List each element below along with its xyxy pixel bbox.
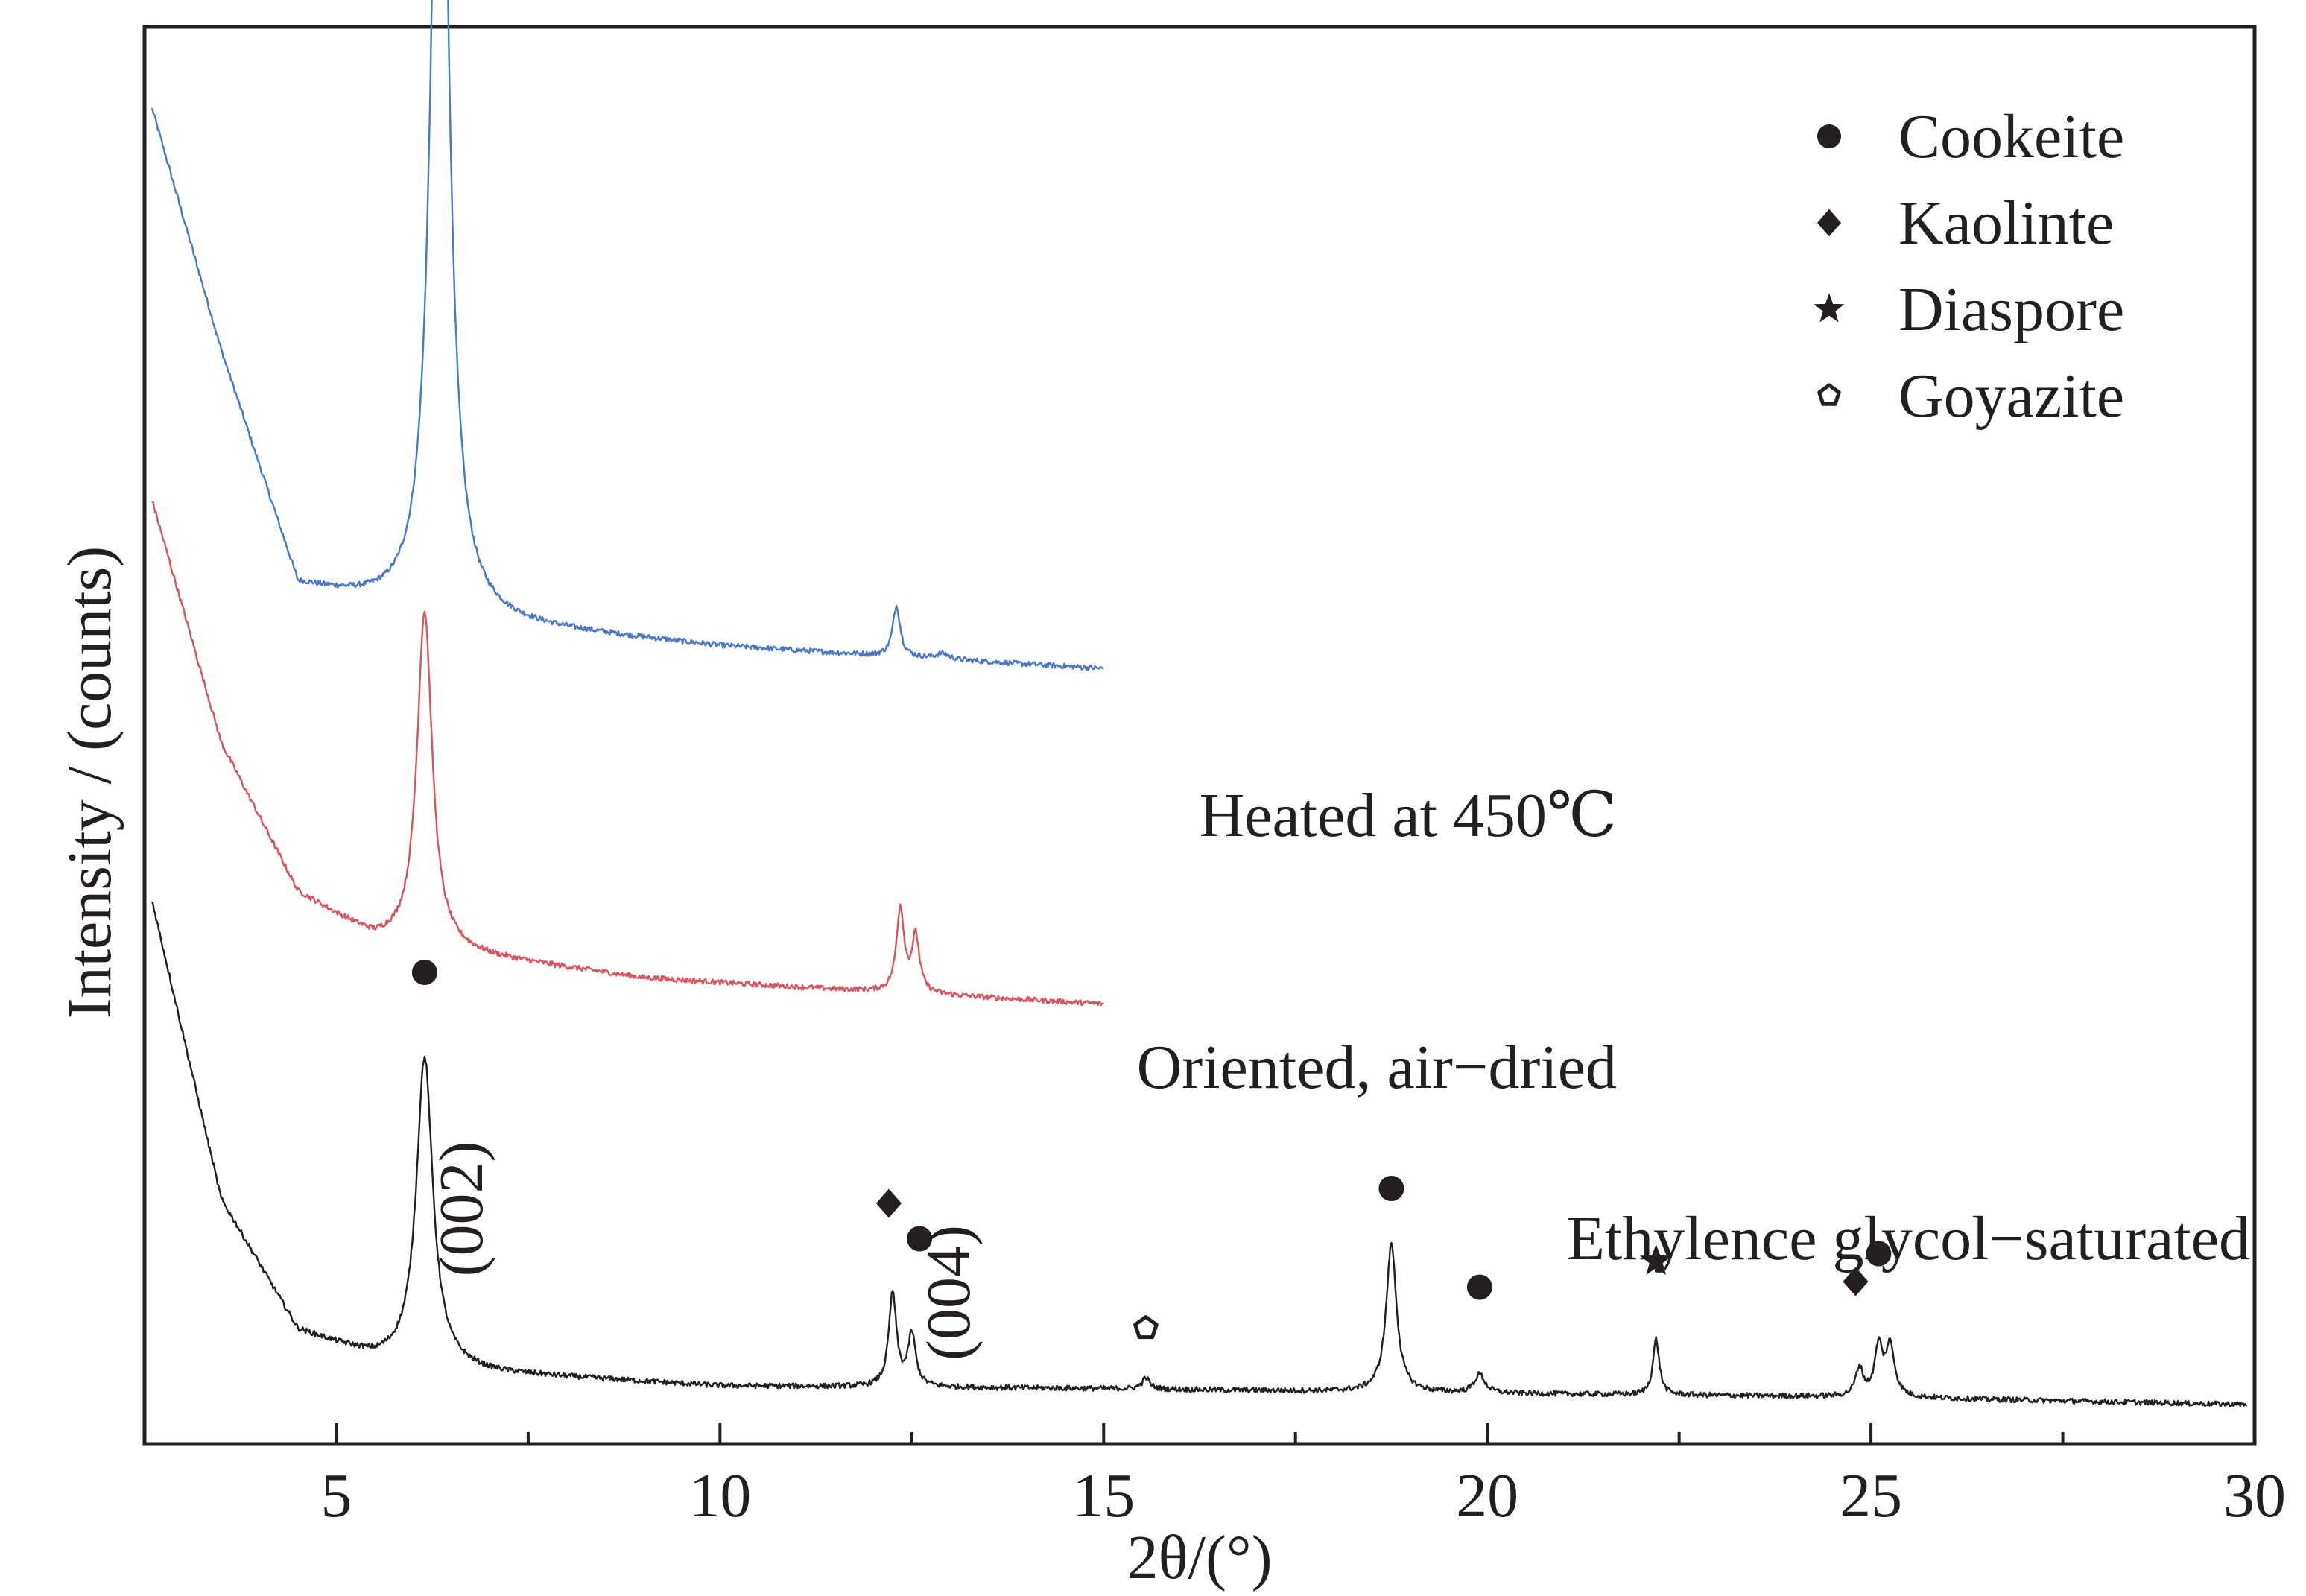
series-line-3 [151, 901, 2248, 1408]
legend-label: Diaspore [1898, 275, 2124, 344]
peak-annotation: (004) [914, 1225, 983, 1361]
series-labels: Heated at 450℃ Oriented, air−dried Ethylen… [1137, 781, 2250, 1273]
peak-marker-diamond [1843, 1267, 1869, 1296]
peak-marker-circle [1866, 1241, 1892, 1267]
x-tick-label: 15 [1072, 1461, 1135, 1530]
legend-label: Goyazite [1898, 361, 2124, 431]
phase-markers [411, 960, 1892, 1340]
series-label-1: Heated at 450℃ [1200, 781, 1617, 850]
x-axis-label: 2θ/(°) [1127, 1523, 1272, 1592]
series-line-2 [151, 501, 1104, 1007]
peak-marker-circle [1378, 1176, 1404, 1201]
peak-marker-circle [1466, 1274, 1492, 1300]
series-traces [151, 0, 2248, 1408]
x-tick-label: 20 [1456, 1461, 1518, 1530]
x-tick-label: 25 [1840, 1461, 1902, 1530]
peak-marker-pentagon [1133, 1315, 1159, 1340]
x-axis-ticks: 5 10 15 20 25 30 [143, 1423, 2286, 1530]
series-label-3: Ethylence glycol−saturated [1567, 1204, 2250, 1273]
peak-marker-diamond [875, 1188, 902, 1218]
peak-marker-circle [411, 960, 437, 985]
series-line-1 [151, 0, 1104, 671]
peak-annotations: (002) (004) [427, 1141, 983, 1361]
x-tick-label: 5 [320, 1461, 352, 1530]
legend-label: Cookeite [1898, 102, 2124, 171]
peak-marker-star [1639, 1244, 1673, 1276]
legend-symbol-diamond [1817, 209, 1841, 237]
y-axis-label: Intensity / (counts) [55, 546, 124, 1019]
series-label-2: Oriented, air−dried [1137, 1033, 1617, 1102]
peak-marker-circle [907, 1226, 933, 1252]
legend-symbol-star [1814, 293, 1845, 323]
x-tick-label: 30 [2223, 1461, 2286, 1530]
legend-symbol-circle [1817, 124, 1841, 148]
legend-label: Kaolinte [1898, 189, 2114, 258]
plot-frame [142, 25, 2257, 1446]
legend: Cookeite Kaolinte Diaspore Goyazite [1814, 102, 2124, 431]
legend-symbol-pentagon [1817, 383, 1841, 406]
peak-annotation: (002) [427, 1141, 496, 1277]
x-tick-label: 10 [688, 1461, 751, 1530]
